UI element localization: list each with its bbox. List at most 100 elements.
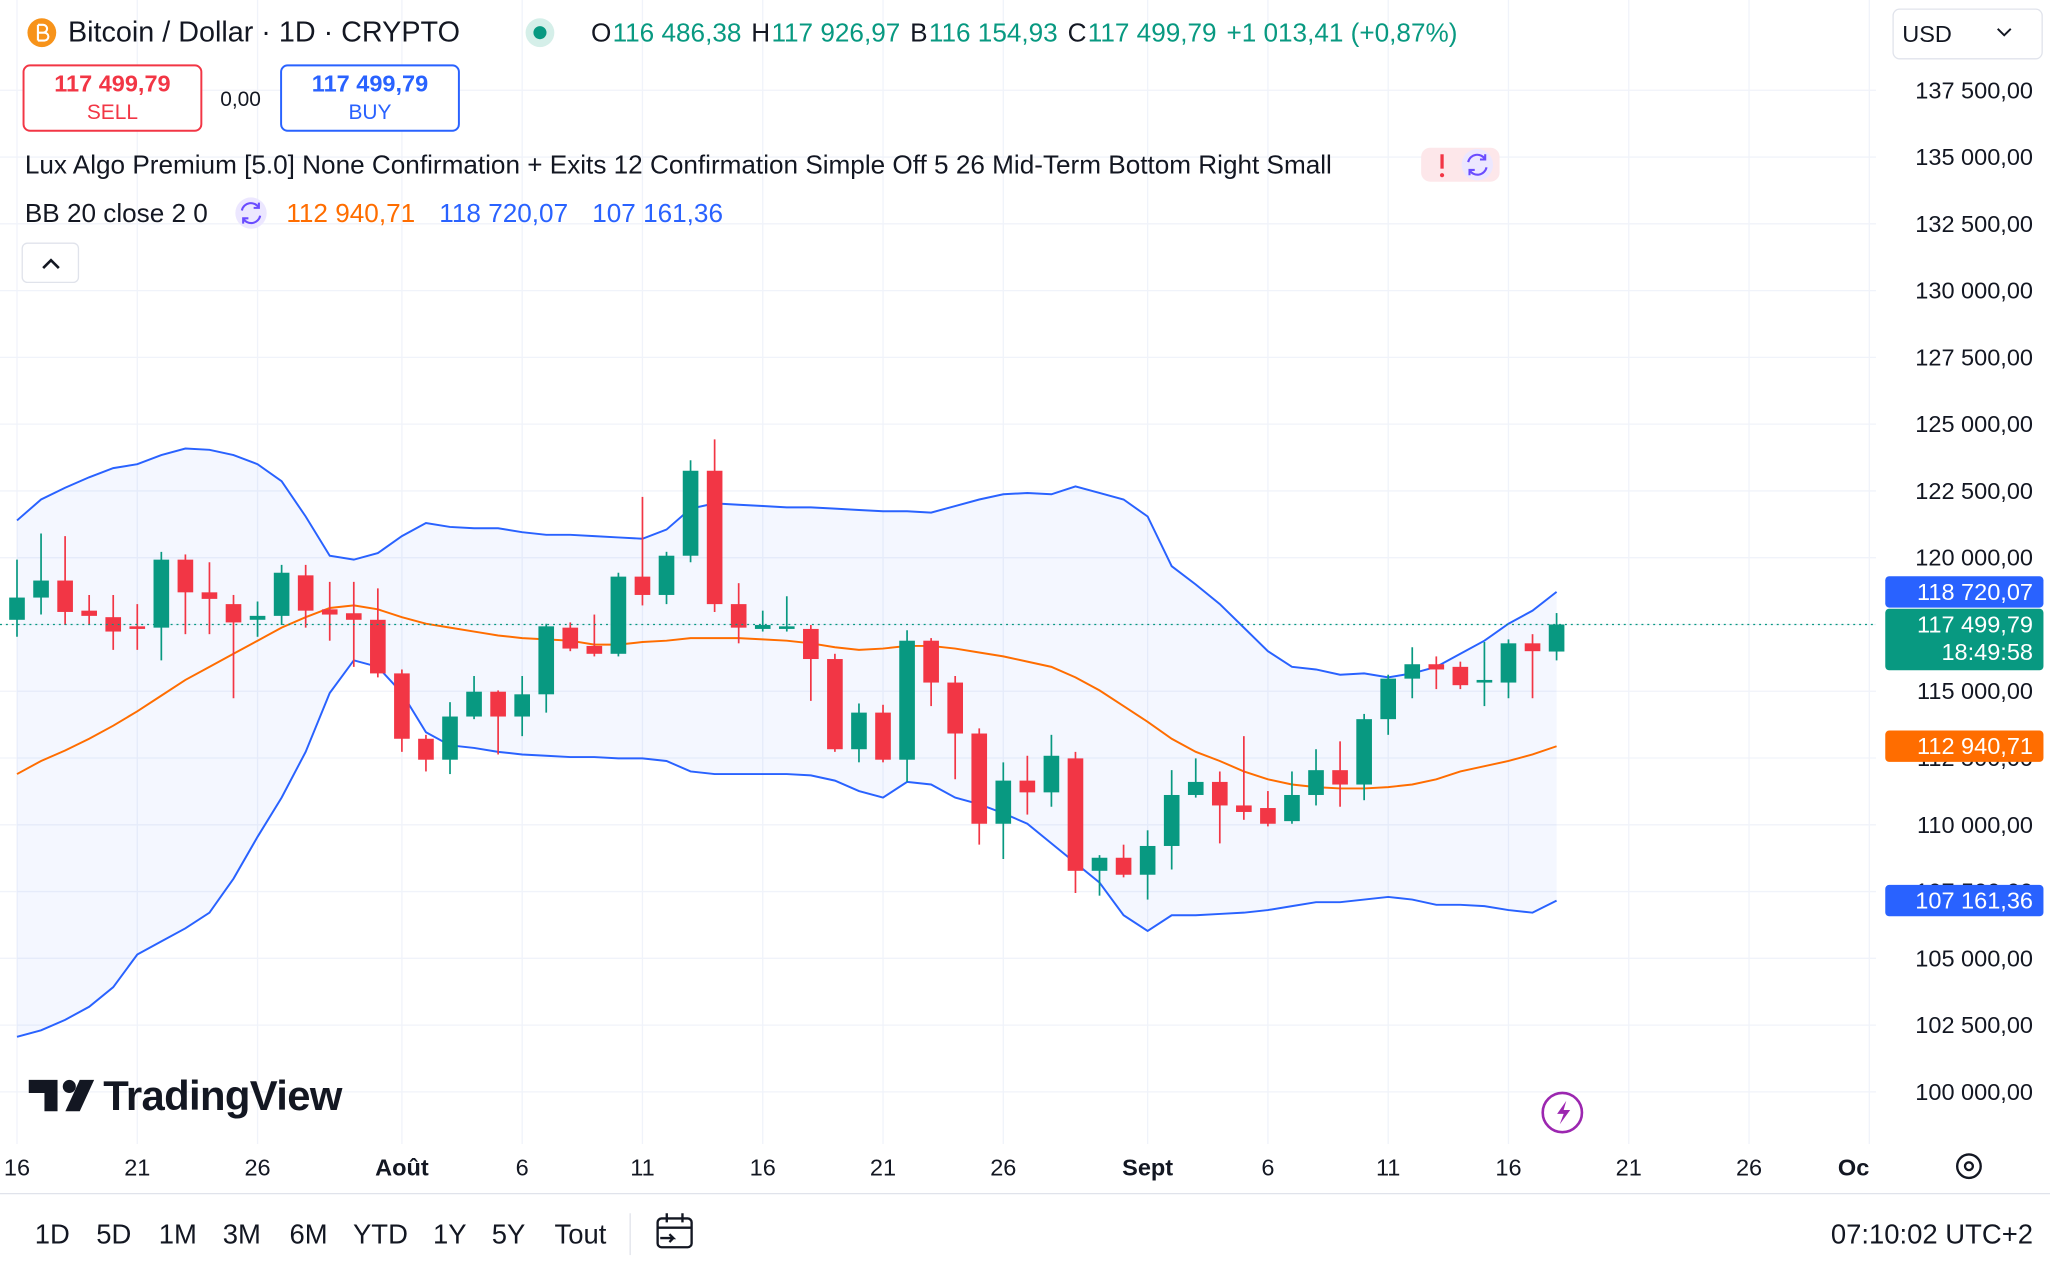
x-tick-label: 16 — [4, 1155, 30, 1181]
refresh-glyph — [240, 202, 262, 225]
buy-label[interactable]: BUY — [348, 101, 391, 124]
range-toolbar: 1D 5D 1M 3M 6M YTD 1Y 5Y Tout — [35, 1219, 607, 1250]
candle-body — [514, 694, 530, 717]
candle-body — [129, 626, 146, 629]
buy-price[interactable]: 117 499,79 — [312, 71, 428, 97]
candle-body — [273, 572, 290, 616]
candle-body — [1139, 845, 1156, 875]
currency[interactable]: USD — [1902, 21, 1952, 47]
logo-mark — [62, 1079, 76, 1093]
candle-body — [1067, 758, 1084, 871]
refresh-glyph — [1467, 153, 1488, 176]
x-tick-label: 26 — [244, 1155, 270, 1181]
candle-body — [995, 780, 1012, 824]
range-button[interactable]: 1M — [159, 1219, 197, 1250]
countdown: 18:49:58 — [1941, 639, 2033, 665]
candle-body — [1356, 719, 1372, 785]
range-button[interactable]: 1Y — [433, 1219, 467, 1250]
settings-icon — [1963, 1161, 1975, 1172]
candle-body — [1236, 805, 1252, 812]
x-tick-label: 26 — [1736, 1155, 1762, 1181]
candle-body — [875, 712, 891, 760]
candle-body — [634, 576, 651, 595]
candle-body — [778, 626, 795, 629]
candle-body — [754, 625, 771, 629]
candle-body — [57, 580, 73, 612]
y-tick-label: 130 000,00 — [1915, 278, 2033, 304]
range-button[interactable]: Tout — [555, 1219, 607, 1250]
chevron-up — [42, 258, 60, 269]
range-button[interactable]: 1D — [35, 1219, 70, 1250]
y-tick-label: 102 500,00 — [1915, 1012, 2033, 1038]
x-tick-label: 21 — [870, 1155, 896, 1181]
collapse-button[interactable] — [21, 242, 80, 284]
candle-body — [1524, 643, 1541, 652]
price-badges: 112 940,71 118 720,07 107 161,36 117 499,79… — [1885, 576, 2044, 917]
calendar-icon[interactable] — [656, 1217, 693, 1249]
candle-body — [177, 559, 194, 593]
x-tick-label: 16 — [750, 1155, 776, 1181]
y-tick-label: 110 000,00 — [1917, 812, 2033, 838]
logo-mark — [65, 1079, 95, 1112]
candle-body — [1163, 794, 1180, 846]
band-badge-label: 107 161,36 — [1915, 888, 2033, 914]
range-button[interactable]: 5D — [96, 1219, 131, 1250]
y-tick-label: 137 500,00 — [1915, 77, 2033, 103]
candle-body — [321, 609, 338, 615]
spread: 0,00 — [220, 88, 261, 111]
candle-body — [803, 628, 819, 660]
range-button[interactable]: 3M — [223, 1219, 261, 1250]
y-tick-label: 132 500,00 — [1915, 211, 2033, 237]
logo-text[interactable]: TradingView — [103, 1072, 343, 1119]
candle-body — [9, 597, 25, 620]
settings-icon[interactable] — [1955, 1153, 1982, 1180]
change: +1 013,41 (+0,87%) — [1226, 18, 1457, 48]
clock[interactable]: 07:10:02 UTC+2 — [1831, 1219, 2033, 1250]
range-button[interactable]: 6M — [289, 1219, 327, 1250]
x-tick-label: 21 — [124, 1155, 150, 1181]
warning-icon — [1439, 173, 1445, 178]
y-tick-label: 135 000,00 — [1915, 144, 2033, 170]
candle-body — [586, 645, 603, 654]
ohlc-key: H — [751, 18, 770, 48]
indicator-value: 112 940,71 — [286, 198, 415, 228]
candle-body — [1428, 664, 1445, 670]
currency-select[interactable] — [1892, 8, 2043, 60]
candle-body — [1380, 678, 1397, 720]
calendar-glyph — [657, 1213, 692, 1243]
candle-body — [658, 555, 675, 595]
ohlc: O116 486,38 H117 926,97 B116 154,93 C117… — [591, 18, 1457, 48]
ohlc-value: 117 499,79 — [1088, 18, 1217, 48]
candle-body — [81, 610, 97, 616]
candle-body — [971, 733, 988, 824]
range-button[interactable]: YTD — [353, 1219, 408, 1250]
band-badge — [1885, 884, 2044, 917]
sell-button[interactable] — [22, 64, 203, 132]
plot — [0, 439, 1877, 1038]
market-status-dot — [533, 26, 547, 40]
x-tick-label: Août — [375, 1155, 429, 1181]
candle-body — [730, 604, 747, 628]
indicator-label[interactable]: BB 20 close 2 0 — [25, 198, 208, 228]
buy-button[interactable] — [280, 64, 460, 132]
x-tick-label: 21 — [1616, 1155, 1642, 1181]
ohlc-value: 116 486,38 — [613, 18, 742, 48]
candle-body — [827, 659, 843, 750]
sell-label[interactable]: SELL — [87, 101, 138, 124]
candle-body — [1115, 857, 1132, 875]
x-tick-label: 26 — [990, 1155, 1016, 1181]
band-line — [16, 659, 1558, 1038]
candle-body — [1260, 808, 1276, 824]
ohlc-key: C — [1068, 18, 1087, 48]
band-badge-label: 118 720,07 — [1917, 579, 2033, 605]
candle-body — [418, 738, 434, 760]
sell-price[interactable]: 117 499,79 — [54, 71, 170, 97]
y-tick-label: 100 000,00 — [1915, 1079, 2033, 1105]
candle-body — [1404, 664, 1421, 679]
symbol-title[interactable]: Bitcoin / Dollar · 1D · CRYPTO — [68, 17, 460, 49]
range-button[interactable]: 5Y — [492, 1219, 526, 1250]
x-tick-label: 16 — [1495, 1155, 1521, 1181]
indicator-label[interactable]: Lux Algo Premium [5.0] None Confirmation… — [25, 150, 1332, 180]
candle-body — [297, 575, 314, 611]
